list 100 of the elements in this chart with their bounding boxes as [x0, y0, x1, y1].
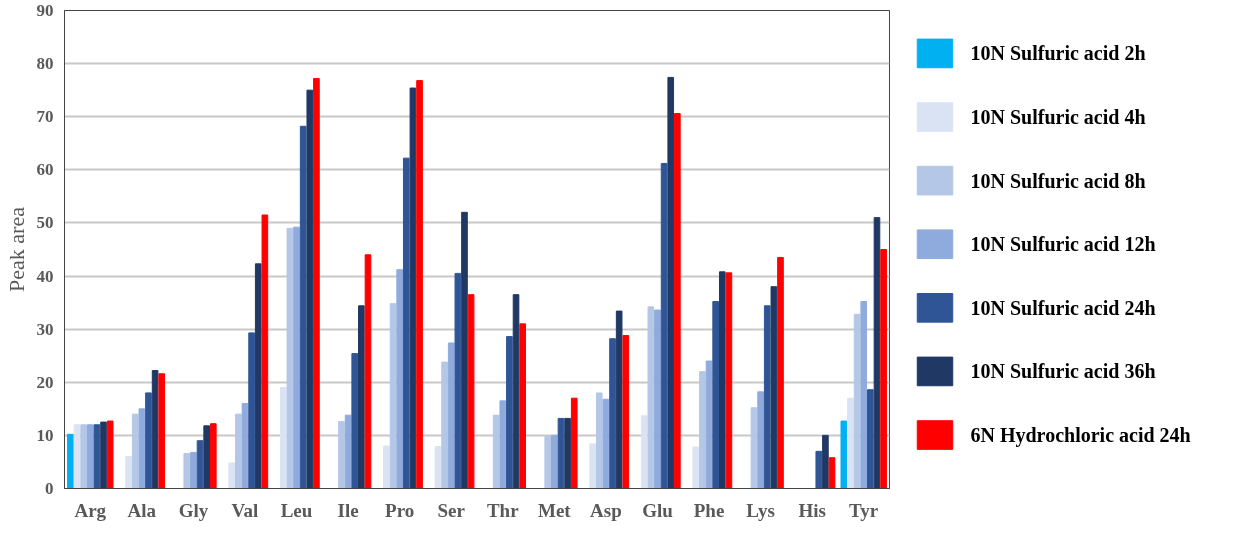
bar [718, 271, 726, 489]
bar [338, 421, 345, 489]
y-tick-label: 40 [36, 266, 54, 286]
bar [853, 313, 861, 489]
bar [409, 87, 417, 489]
y-tick-label: 70 [36, 107, 54, 127]
bar [692, 446, 700, 489]
x-tick-label: His [798, 499, 826, 521]
bar [351, 353, 359, 489]
y-tick-label: 60 [36, 160, 54, 180]
bar [454, 272, 462, 489]
x-tick-label: Met [538, 499, 572, 521]
bar [299, 125, 307, 489]
bar [512, 294, 520, 489]
bar [344, 414, 352, 489]
bar [293, 226, 300, 489]
bar [667, 76, 675, 489]
bar [313, 77, 320, 489]
bar [847, 397, 854, 489]
bar [158, 373, 166, 489]
bar [286, 227, 294, 489]
bar [544, 435, 552, 489]
x-tick-label: Arg [74, 499, 107, 521]
x-tick-label: Val [231, 499, 259, 521]
bar [595, 392, 603, 489]
legend-label: 10N Sulfuric acid 2h [970, 42, 1146, 65]
bar [860, 301, 868, 489]
bar [640, 415, 648, 489]
legend-label: 10N Sulfuric acid 36h [970, 360, 1156, 383]
x-tick-label: Ser [437, 499, 466, 521]
y-tick-label: 30 [36, 319, 54, 339]
bar [151, 370, 159, 489]
bar [441, 361, 448, 489]
bar [660, 162, 668, 489]
bar [203, 425, 210, 489]
x-tick-label: Ala [127, 499, 157, 521]
bar [770, 286, 778, 489]
legend-label: 10N Sulfuric acid 24h [970, 296, 1156, 319]
bar [106, 420, 114, 489]
bar [241, 403, 249, 489]
x-tick-label: Gly [178, 499, 209, 521]
bar [86, 424, 94, 489]
bar [840, 420, 848, 489]
y-tick-label: 50 [36, 213, 54, 233]
bar [196, 440, 204, 489]
bar [570, 397, 578, 489]
bar [499, 400, 507, 489]
bar [261, 214, 269, 489]
bar [434, 446, 442, 489]
bar [557, 417, 565, 489]
bar [647, 306, 655, 489]
y-tick-label: 10 [36, 425, 54, 445]
bar [73, 424, 81, 489]
x-tick-label: Leu [280, 499, 313, 521]
bar [402, 157, 410, 489]
bar [750, 407, 758, 489]
bar [396, 269, 403, 489]
bar [880, 249, 887, 489]
bar [763, 305, 771, 489]
x-tick-label: Phe [693, 499, 725, 521]
bar [609, 338, 616, 489]
x-tick-label: Thr [486, 499, 520, 521]
x-tick-label: Asp [590, 499, 622, 521]
bar [674, 113, 681, 489]
bar [699, 371, 706, 489]
bar [705, 360, 713, 489]
legend-label: 10N Sulfuric acid 12h [970, 233, 1156, 256]
bar [622, 335, 630, 489]
y-tick-label: 80 [36, 54, 54, 74]
bar [383, 445, 390, 489]
bar [867, 389, 874, 489]
bar [364, 254, 372, 489]
bar [145, 392, 152, 489]
y-axis-title: Peak area [3, 206, 29, 292]
bar [654, 309, 661, 489]
bar [93, 424, 101, 489]
bar [279, 387, 287, 489]
bar [602, 398, 610, 489]
y-tick-label: 90 [36, 1, 54, 20]
bar [190, 451, 197, 489]
bar [67, 433, 74, 489]
bar [358, 305, 365, 489]
bar [131, 413, 139, 489]
bar [235, 413, 242, 489]
bar [873, 217, 881, 489]
bar [777, 256, 784, 489]
bar [506, 336, 513, 489]
bar [461, 211, 468, 489]
y-tick-label: 20 [36, 372, 54, 392]
bar [248, 332, 255, 489]
bar [447, 342, 455, 489]
bar [183, 452, 191, 489]
bar [100, 421, 107, 489]
bar [228, 462, 236, 489]
legend-label: 6N Hydrochloric acid 24h [970, 424, 1191, 448]
bar [416, 80, 423, 489]
bar [389, 303, 397, 489]
bar [615, 310, 623, 489]
bar [80, 424, 87, 489]
bar [467, 294, 475, 489]
